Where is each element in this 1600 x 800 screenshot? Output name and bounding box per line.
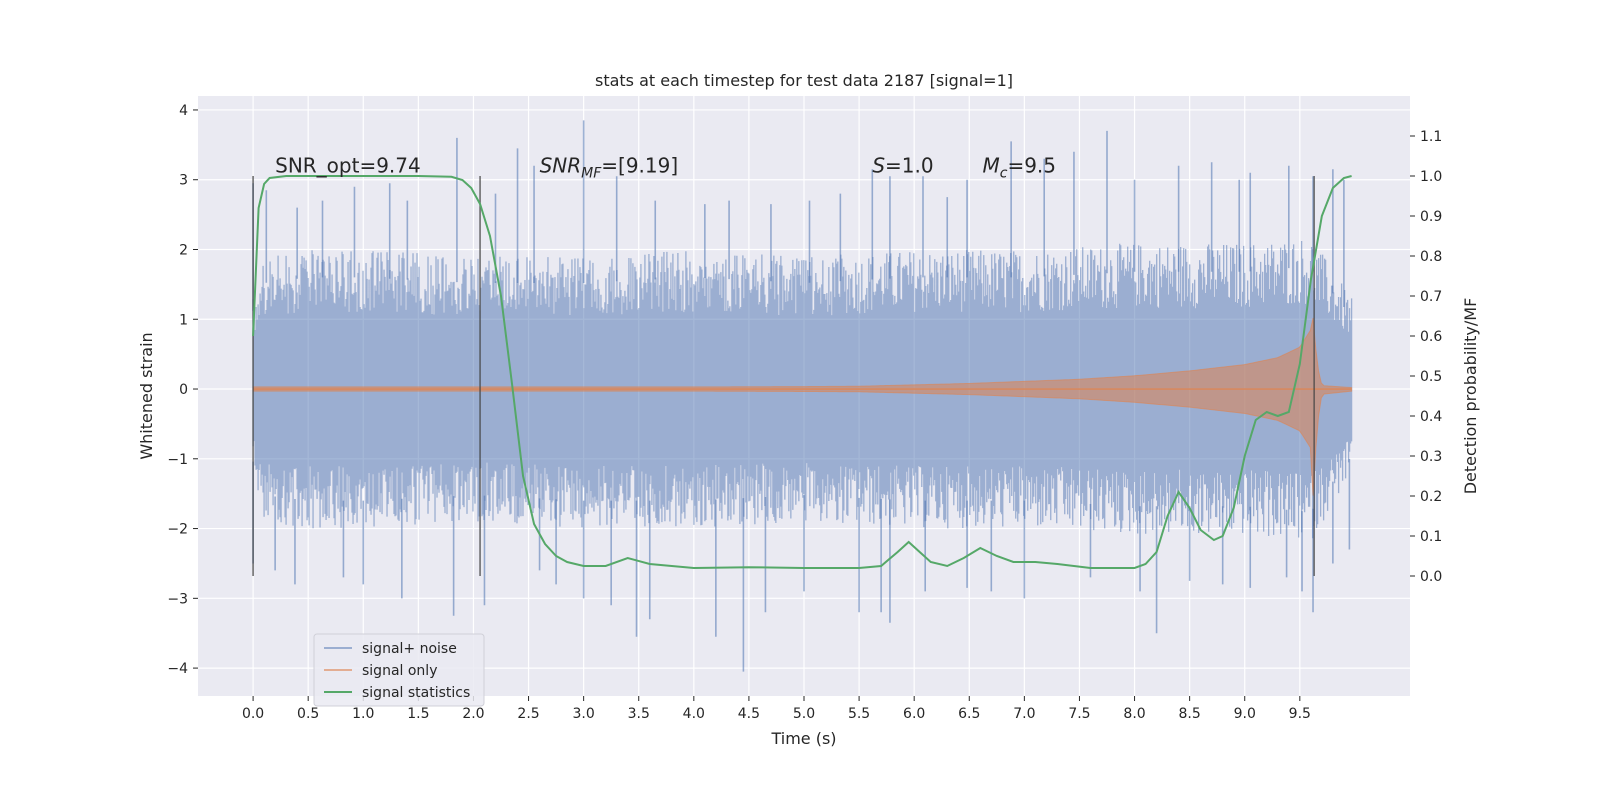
annotation-part: SNR_opt=9.74 [275,154,421,178]
x-tick-label: 8.5 [1179,706,1201,722]
vertical-markers [252,176,1315,576]
y-tick-label: 1 [179,312,188,328]
y-tick-label: −4 [167,661,188,677]
x-tick-label: 0.0 [242,706,264,722]
annotation-part: M [982,154,999,178]
y-tick-label: −1 [167,452,188,468]
y-tick-label: 3 [179,173,188,189]
annotation: SNRMF=[9.19] [540,154,679,182]
y-right-tick-label: 1.0 [1420,169,1442,185]
y-right-tick-label: 0.7 [1420,289,1442,305]
x-tick-label: 9.0 [1234,706,1256,722]
annotation-part: SNR [540,154,582,178]
x-tick-label: 2.0 [462,706,484,722]
series-signal-only [252,317,1353,496]
y-right-tick-label: 0.1 [1420,529,1442,545]
annotation-part: c [1000,166,1008,182]
legend: signal+ noise signal only signal statistic… [313,633,485,707]
x-tick-label: 0.5 [297,706,319,722]
annotation-part: =[9.19] [601,154,678,178]
annotation-part: =9.5 [1007,154,1056,178]
y-right-tick-label: 1.1 [1420,129,1442,145]
y-right-tick-label: 0.8 [1420,249,1442,265]
x-axis-label: Time (s) [770,729,836,748]
y-right-axis-label: Detection probability/MF [1461,298,1480,495]
annotation-part: MF [581,166,602,182]
y-right-tick-label: 0.6 [1420,329,1442,345]
x-tick-label: 3.5 [628,706,650,722]
y-right-axis-ticks: 1.1 1.0 0.9 0.8 0.7 0.6 0.5 0.4 0.3 0.2 0.1 0.0 [1410,129,1442,585]
annotation-part: =1.0 [885,154,934,178]
x-tick-label: 8.0 [1123,706,1145,722]
annotations: SNR_opt=9.74 SNRMF=[9.19] S=1.0 Mc=9.5 [275,154,1056,182]
stats-line [252,175,1352,570]
x-tick-label: 1.0 [352,706,374,722]
x-tick-label: 1.5 [407,706,429,722]
x-tick-label: 7.5 [1068,706,1090,722]
x-tick-label: 5.0 [793,706,815,722]
legend-label: signal statistics [362,685,470,701]
x-axis-ticks: 0.0 0.5 1.0 1.5 2.0 2.5 3.0 3.5 4.0 4.5 5.0 5.5 6.0 6… [242,696,1311,722]
y-right-tick-label: 0.4 [1420,409,1442,425]
chirp-envelope [252,317,1353,496]
y-tick-label: 4 [179,103,188,119]
y-tick-label: 0 [179,382,188,398]
annotation: SNR_opt=9.74 [275,154,421,178]
y-right-tick-label: 0.3 [1420,449,1442,465]
x-tick-label: 5.5 [848,706,870,722]
legend-label: signal only [362,663,437,679]
y-tick-label: −2 [167,522,188,538]
y-tick-label: −3 [167,591,188,607]
y-right-tick-label: 0.0 [1420,569,1442,585]
y-axis-label: Whitened strain [137,332,156,459]
y-right-tick-label: 0.5 [1420,369,1442,385]
annotation-part: S [872,154,885,178]
x-tick-label: 7.0 [1013,706,1035,722]
x-tick-label: 3.0 [573,706,595,722]
series-signal-statistics [252,175,1352,570]
legend-box [313,633,485,707]
annotation: S=1.0 [872,154,933,178]
y-right-tick-label: 0.2 [1420,489,1442,505]
legend-label: signal+ noise [362,641,457,657]
chart-title: stats at each timestep for test data 218… [595,71,1013,90]
annotation: Mc=9.5 [982,154,1056,182]
x-tick-label: 6.0 [903,706,925,722]
y-right-tick-label: 0.9 [1420,209,1442,225]
y-axis-ticks: 4 3 2 1 0 −1 −2 −3 −4 [167,103,198,677]
x-tick-label: 2.5 [517,706,539,722]
x-tick-label: 9.5 [1289,706,1311,722]
x-tick-label: 4.0 [683,706,705,722]
x-tick-label: 4.5 [738,706,760,722]
y-tick-label: 2 [179,242,188,258]
x-tick-label: 6.5 [958,706,980,722]
